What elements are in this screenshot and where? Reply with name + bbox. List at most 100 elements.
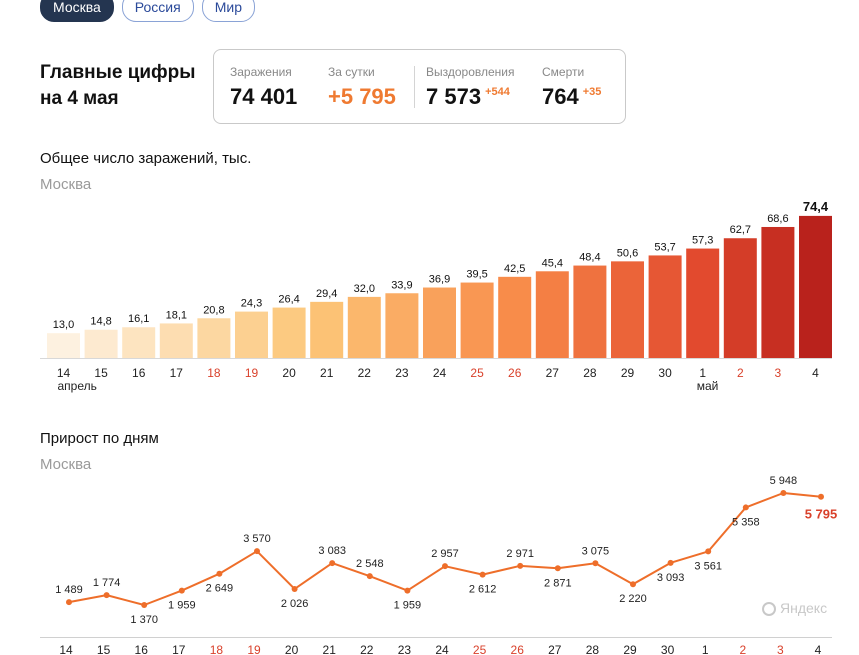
point-value-label: 3 093 (657, 572, 685, 584)
bar-value-label: 20,8 (203, 304, 224, 316)
x-tick-label: 16 (132, 366, 146, 380)
page-title: Главные цифры на 4 мая (40, 60, 196, 112)
stat-deaths-value-wrap: 764 +35 (542, 84, 601, 110)
bar-25 (460, 282, 494, 358)
bar-value-label: 32,0 (354, 283, 375, 295)
point-19 (254, 548, 260, 555)
month-label: апрель (58, 379, 97, 393)
x-tick-label: 20 (282, 366, 296, 380)
bar-18 (197, 318, 231, 358)
x-tick-label: 30 (661, 643, 675, 655)
bar-value-label: 53,7 (654, 241, 675, 253)
bar-26 (498, 276, 532, 358)
stat-deaths-label: Смерти (542, 65, 585, 79)
x-tick-label: 27 (548, 643, 562, 655)
x-tick-label: 18 (207, 366, 221, 380)
bar-value-label: 13,0 (53, 319, 74, 331)
point-value-label: 2 220 (619, 593, 647, 605)
bar-value-label: 42,5 (504, 263, 525, 275)
point-28 (592, 560, 599, 567)
bar-20 (272, 307, 306, 358)
bar-value-label: 14,8 (90, 316, 111, 328)
bar-29 (611, 261, 644, 358)
x-tick-label: 17 (172, 643, 186, 655)
x-tick-label: 28 (583, 366, 597, 380)
stats-divider (414, 66, 415, 108)
x-tick-label: 14 (59, 643, 73, 655)
x-tick-label: 23 (395, 366, 409, 380)
x-tick-label: 23 (398, 643, 412, 655)
x-tick-label: 2 (737, 366, 744, 380)
bar-value-label: 68,6 (767, 213, 788, 225)
point-27 (554, 565, 561, 572)
bar-value-label: 16,1 (128, 313, 149, 325)
bar-30 (648, 255, 682, 358)
point-4 (818, 493, 824, 500)
bar-24 (423, 287, 456, 358)
point-value-label: 3 570 (243, 533, 271, 545)
tab-world[interactable]: Мир (201, 0, 255, 22)
x-tick-label: 24 (435, 643, 449, 655)
point-2 (742, 504, 749, 511)
bar-19 (235, 311, 268, 358)
x-tick-label: 1 (699, 366, 706, 380)
point-1 (705, 548, 712, 555)
x-tick-label: 17 (170, 366, 184, 380)
stat-infections-label: Заражения (230, 65, 292, 79)
point-17 (178, 587, 185, 594)
stat-recovered-label: Выздоровления (426, 65, 515, 79)
bar-value-label: 36,9 (429, 274, 450, 286)
stat-deaths-value: 764 (542, 84, 579, 109)
x-tick-label: 19 (245, 366, 259, 380)
stat-recovered-delta: +544 (485, 86, 510, 98)
x-tick-label: 18 (210, 643, 224, 655)
bar-4 (799, 215, 832, 358)
x-tick-label: 26 (511, 643, 525, 655)
bar-16 (122, 327, 156, 358)
x-tick-label: 26 (508, 366, 522, 380)
bar-3 (761, 226, 795, 358)
point-29 (630, 581, 636, 588)
point-20 (291, 585, 298, 592)
bar-value-label: 57,3 (692, 235, 713, 247)
yandex-logo-icon (762, 602, 776, 617)
point-30 (667, 559, 674, 566)
point-24 (442, 563, 448, 570)
tab-moscow[interactable]: Москва (40, 0, 114, 22)
bar-22 (347, 296, 381, 358)
x-tick-label: 2 (739, 643, 746, 655)
bar-value-label: 33,9 (391, 279, 412, 291)
point-value-label: 1 489 (55, 584, 83, 596)
point-value-label: 1 959 (394, 600, 422, 612)
x-tick-label: 4 (812, 366, 819, 380)
x-tick-label: 20 (285, 643, 299, 655)
point-value-label: 2 548 (356, 558, 384, 570)
total-chart-subtitle: Москва (40, 176, 92, 193)
bar-21 (310, 301, 344, 358)
bar-27 (535, 271, 569, 358)
point-16 (141, 602, 148, 608)
point-14 (66, 599, 72, 606)
point-value-label: 2 649 (206, 583, 234, 595)
stat-infections: Заражения 74 401 (230, 65, 297, 110)
bar-2 (723, 238, 757, 358)
point-22 (366, 573, 373, 580)
point-18 (216, 570, 223, 577)
x-tick-label: 16 (135, 643, 149, 655)
x-tick-label: 22 (358, 366, 372, 380)
stat-daily-value: +5 795 (328, 84, 396, 109)
bar-1 (686, 248, 720, 358)
x-tick-label: 21 (320, 366, 334, 380)
stat-deaths-delta: +35 (582, 86, 602, 98)
stat-recovered-value-wrap: 7 573 +544 (426, 84, 515, 110)
stat-daily: За сутки +5 795 (328, 65, 396, 110)
key-figures-panel: Заражения 74 401 За сутки +5 795 Выздоро… (213, 49, 626, 124)
point-26 (517, 562, 524, 569)
x-tick-label: 14 (57, 366, 71, 380)
bar-value-label: 62,7 (730, 224, 751, 236)
tab-russia[interactable]: Россия (121, 0, 194, 22)
x-tick-label: 15 (97, 643, 111, 655)
total-chart-title: Общее число заражений, тыс. (40, 150, 252, 167)
bar-28 (573, 265, 607, 358)
